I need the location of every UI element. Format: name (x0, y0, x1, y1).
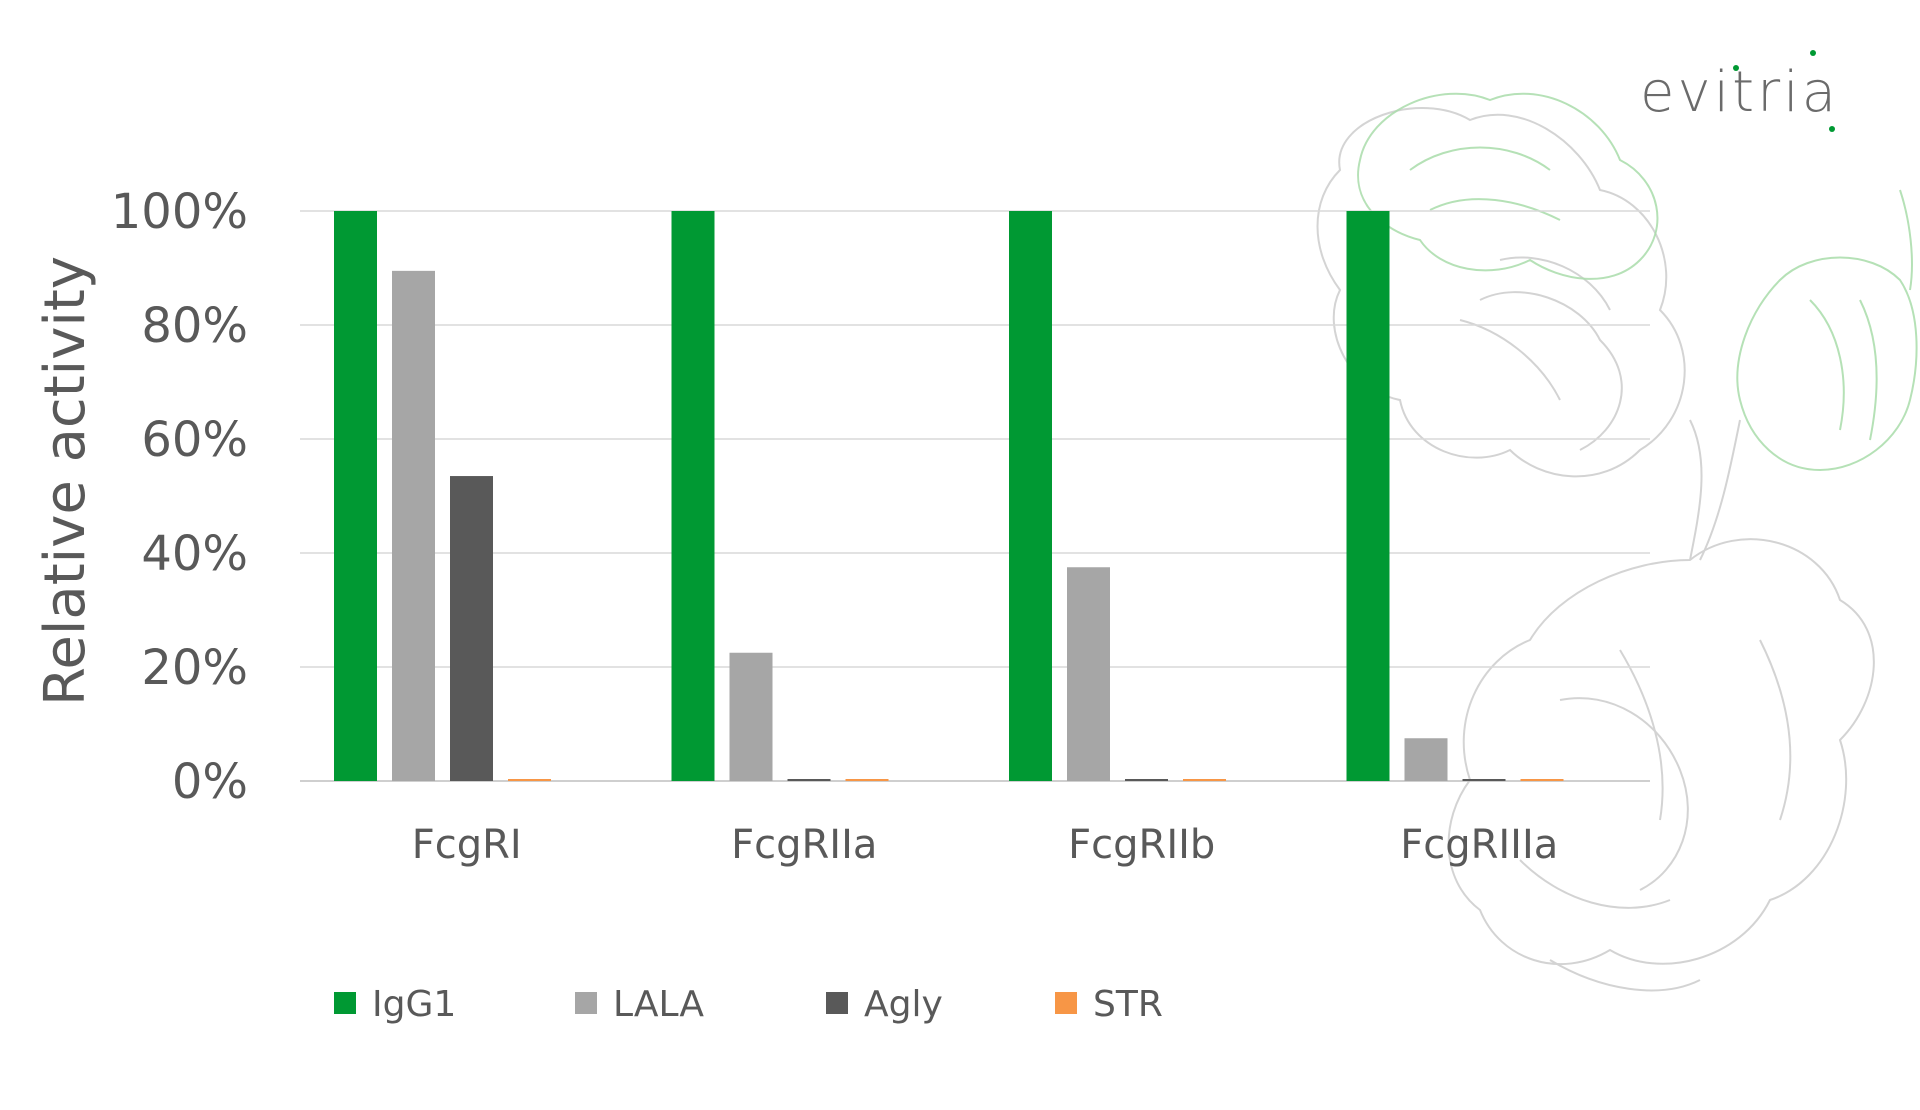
bar-str-fcgriia (845, 779, 889, 781)
bar-str-fcgriiia (1520, 779, 1564, 781)
bar-lala-fcgriib (1067, 567, 1110, 781)
y-tick-label: 60% (141, 412, 248, 468)
legend-label-igg1: IgG1 (372, 984, 456, 1025)
logo-wordmark: evitria (1640, 60, 1840, 125)
bar-agly-fcgriia (787, 779, 831, 781)
bar-str-fcgriib (1183, 779, 1226, 781)
legend-label-str: STR (1093, 984, 1163, 1025)
x-tick-label: FcgRIIIa (1400, 822, 1558, 868)
legend-label-agly: Agly (864, 984, 943, 1025)
bar-igg1-fcgriia (671, 211, 715, 781)
bar-agly-fcgriib (1125, 779, 1168, 781)
bar-agly-fcgriiia (1462, 779, 1506, 781)
x-tick-label: FcgRIIa (731, 822, 877, 868)
legend-swatch-lala (575, 992, 597, 1014)
bar-agly-fcgri (450, 476, 493, 781)
bar-igg1-fcgriiia (1346, 211, 1390, 781)
x-tick-label: FcgRIIb (1068, 822, 1215, 868)
legend-swatch-agly (826, 992, 848, 1014)
y-tick-label: 40% (141, 526, 248, 582)
bar-igg1-fcgri (334, 211, 377, 781)
y-tick-label: 0% (172, 754, 248, 810)
legend-swatch-str (1055, 992, 1077, 1014)
bar-lala-fcgri (392, 270, 435, 781)
legend-swatch-igg1 (334, 992, 356, 1014)
y-tick-label: 80% (141, 298, 248, 354)
evitria-logo: evitria (1640, 45, 1860, 145)
legend-label-lala: LALA (613, 984, 704, 1025)
bar-str-fcgri (508, 779, 551, 781)
x-tick-label: FcgRI (412, 822, 522, 868)
y-tick-label: 20% (141, 640, 248, 696)
bar-lala-fcgriiia (1404, 738, 1448, 781)
y-tick-label: 100% (111, 184, 248, 240)
bar-igg1-fcgriib (1009, 211, 1052, 781)
bar-lala-fcgriia (729, 652, 773, 781)
y-axis-label: Relative activity (33, 256, 98, 706)
